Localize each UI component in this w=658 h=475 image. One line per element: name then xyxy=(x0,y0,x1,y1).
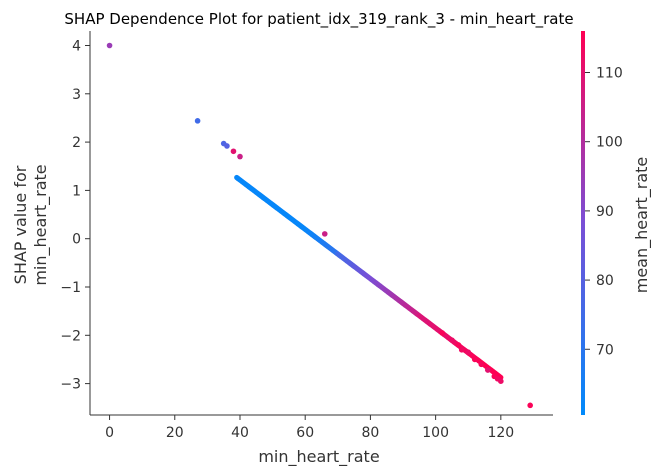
x-tick-label: 60 xyxy=(296,425,314,441)
scatter-point xyxy=(224,143,230,149)
colorbar xyxy=(581,31,585,415)
y-tick-label: 1 xyxy=(72,183,81,199)
scatter-point xyxy=(230,148,237,155)
scatter-point xyxy=(498,378,504,384)
scatter-point xyxy=(449,337,455,343)
scatter-point xyxy=(237,153,243,160)
scatter-point xyxy=(465,349,472,356)
x-tick-label: 20 xyxy=(166,425,184,441)
y-tick-label: −3 xyxy=(60,377,81,393)
y-tick-label: 0 xyxy=(72,232,81,248)
colorbar-tick-label: 90 xyxy=(596,204,614,220)
plot-area xyxy=(106,42,533,409)
scatter-point xyxy=(484,367,491,373)
scatter-point xyxy=(471,356,478,363)
y-tick-label: −2 xyxy=(60,328,81,344)
x-tick-label: 0 xyxy=(105,425,114,441)
x-axis-label: min_heart_rate xyxy=(258,447,379,467)
x-tick-label: 120 xyxy=(487,425,514,441)
y-tick-label: 3 xyxy=(72,87,81,103)
scatter-point xyxy=(106,42,113,49)
colorbar-tick-label: 70 xyxy=(596,342,614,358)
y-axis-label-line2: min_heart_rate xyxy=(31,164,51,285)
y-tick-label: 2 xyxy=(72,135,81,151)
y-axis-label-line1: SHAP value for xyxy=(11,165,30,284)
y-tick-label: 4 xyxy=(72,38,81,54)
scatter-point xyxy=(194,118,201,124)
scatter-point xyxy=(455,342,462,348)
colorbar-tick-label: 110 xyxy=(596,66,623,82)
x-axis-ticks: 0 20 40 60 80 100 120 xyxy=(105,415,514,441)
x-tick-label: 80 xyxy=(361,425,379,441)
scatter-point xyxy=(439,330,445,336)
x-tick-label: 40 xyxy=(231,425,249,441)
y-axis-ticks: −3 −2 −1 0 1 2 3 4 xyxy=(60,38,90,393)
colorbar-label: mean_heart_rate xyxy=(632,157,652,294)
chart-title: SHAP Dependence Plot for patient_idx_319… xyxy=(64,10,573,29)
scatter-point xyxy=(478,361,485,368)
scatter-point xyxy=(527,402,533,409)
x-tick-label: 100 xyxy=(422,425,449,441)
colorbar-tick-label: 80 xyxy=(596,273,614,289)
colorbar-ticks: 70 80 90 100 110 xyxy=(585,66,623,358)
scatter-point xyxy=(321,231,328,237)
scatter-point xyxy=(458,346,465,353)
y-tick-label: −1 xyxy=(60,280,81,296)
colorbar-tick-label: 100 xyxy=(596,135,623,151)
